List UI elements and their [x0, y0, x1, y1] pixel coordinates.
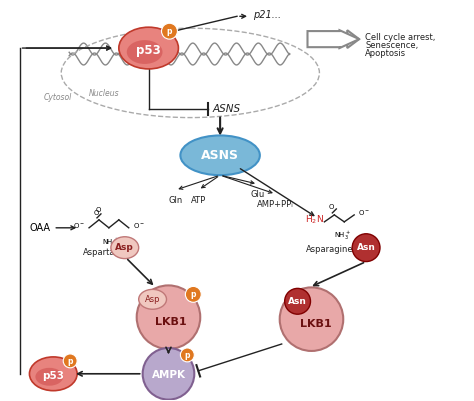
Text: p: p	[167, 27, 172, 36]
Circle shape	[352, 234, 380, 261]
Text: Asparagine: Asparagine	[306, 245, 353, 254]
Polygon shape	[347, 30, 359, 48]
Circle shape	[285, 288, 310, 314]
Text: NH$_3^+$: NH$_3^+$	[102, 237, 119, 249]
Text: O: O	[93, 210, 99, 216]
Text: Gln: Gln	[168, 196, 182, 205]
Text: OAA: OAA	[29, 223, 50, 233]
Ellipse shape	[119, 27, 178, 69]
Text: AMP+PPᵢ: AMP+PPᵢ	[257, 200, 294, 209]
Circle shape	[143, 348, 194, 400]
Text: p53: p53	[42, 371, 64, 381]
Ellipse shape	[139, 290, 166, 309]
Circle shape	[137, 286, 200, 349]
Text: p21...: p21...	[253, 10, 281, 20]
Text: Glu: Glu	[251, 190, 265, 199]
Text: LKB1: LKB1	[155, 317, 186, 327]
Text: H$_2$N: H$_2$N	[304, 214, 323, 226]
Text: p: p	[191, 290, 196, 299]
Text: O$^-$: O$^-$	[133, 221, 145, 230]
Text: ATP: ATP	[191, 196, 206, 205]
Circle shape	[63, 354, 77, 368]
Text: O$^-$: O$^-$	[73, 221, 85, 230]
PathPatch shape	[308, 30, 359, 48]
Text: Aspartate: Aspartate	[83, 248, 125, 257]
Text: O: O	[95, 207, 100, 213]
Text: Apoptosis: Apoptosis	[365, 49, 406, 58]
Text: ASNS: ASNS	[212, 103, 240, 113]
Text: Cell cycle arrest,: Cell cycle arrest,	[365, 33, 436, 42]
Text: Asn: Asn	[288, 297, 307, 306]
Text: Asp: Asp	[145, 295, 160, 304]
Text: NH$_3^+$: NH$_3^+$	[334, 230, 351, 242]
Text: Nucleus: Nucleus	[89, 89, 119, 98]
Circle shape	[181, 348, 194, 362]
Text: Asp: Asp	[115, 243, 134, 252]
Ellipse shape	[111, 237, 139, 259]
Text: O: O	[328, 204, 334, 210]
Text: p: p	[67, 357, 73, 366]
Text: O$^-$: O$^-$	[358, 209, 370, 217]
Ellipse shape	[29, 357, 77, 391]
Text: Asn: Asn	[356, 243, 375, 252]
Circle shape	[185, 286, 201, 302]
Text: Senescence,: Senescence,	[365, 41, 419, 50]
Text: p53: p53	[136, 44, 161, 57]
Ellipse shape	[181, 136, 260, 175]
Text: Cytosol: Cytosol	[43, 93, 72, 102]
Text: p: p	[184, 351, 190, 360]
Circle shape	[280, 288, 343, 351]
FancyBboxPatch shape	[308, 34, 347, 44]
Ellipse shape	[127, 40, 163, 64]
Text: AMPK: AMPK	[152, 370, 185, 380]
Text: LKB1: LKB1	[300, 319, 331, 329]
Text: ASNS: ASNS	[201, 149, 239, 162]
Ellipse shape	[36, 368, 63, 386]
Circle shape	[162, 23, 177, 39]
